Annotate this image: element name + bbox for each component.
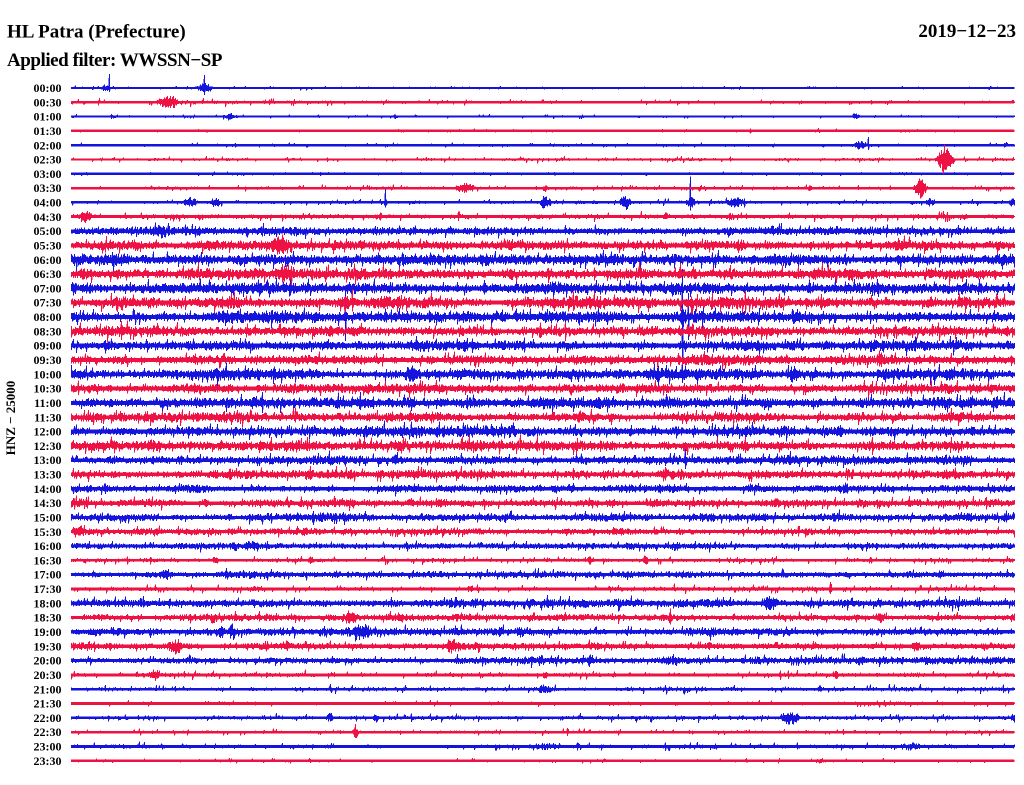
svg-text:02:30: 02:30 <box>34 153 62 167</box>
svg-text:05:30: 05:30 <box>34 239 62 253</box>
svg-text:09:30: 09:30 <box>34 353 62 367</box>
svg-text:03:00: 03:00 <box>34 167 62 181</box>
svg-text:23:00: 23:00 <box>34 740 62 754</box>
svg-text:04:30: 04:30 <box>34 210 62 224</box>
svg-text:22:30: 22:30 <box>34 725 62 739</box>
svg-text:Applied filter: WWSSN−SP: Applied filter: WWSSN−SP <box>7 50 223 71</box>
svg-text:00:00: 00:00 <box>34 81 62 95</box>
svg-text:21:30: 21:30 <box>34 697 62 711</box>
svg-text:22:00: 22:00 <box>34 711 62 725</box>
svg-text:05:00: 05:00 <box>34 224 62 238</box>
svg-text:18:00: 18:00 <box>34 596 62 610</box>
svg-text:HNZ − 25000: HNZ − 25000 <box>3 381 18 456</box>
svg-text:16:30: 16:30 <box>34 553 62 567</box>
svg-text:09:00: 09:00 <box>34 339 62 353</box>
svg-text:12:30: 12:30 <box>34 439 62 453</box>
svg-text:08:00: 08:00 <box>34 310 62 324</box>
svg-text:12:00: 12:00 <box>34 425 62 439</box>
svg-text:06:00: 06:00 <box>34 253 62 267</box>
svg-text:07:30: 07:30 <box>34 296 62 310</box>
svg-text:03:30: 03:30 <box>34 181 62 195</box>
svg-text:15:30: 15:30 <box>34 525 62 539</box>
svg-text:13:30: 13:30 <box>34 468 62 482</box>
svg-text:18:30: 18:30 <box>34 611 62 625</box>
svg-text:16:00: 16:00 <box>34 539 62 553</box>
svg-text:11:30: 11:30 <box>34 410 61 424</box>
svg-text:21:00: 21:00 <box>34 682 62 696</box>
svg-text:2019−12−23: 2019−12−23 <box>918 21 1016 42</box>
svg-text:17:30: 17:30 <box>34 582 62 596</box>
svg-text:11:00: 11:00 <box>34 396 61 410</box>
svg-text:20:00: 20:00 <box>34 654 62 668</box>
svg-text:00:30: 00:30 <box>34 95 62 109</box>
svg-text:07:00: 07:00 <box>34 281 62 295</box>
svg-text:14:00: 14:00 <box>34 482 62 496</box>
svg-text:10:30: 10:30 <box>34 382 62 396</box>
svg-text:19:00: 19:00 <box>34 625 62 639</box>
svg-text:01:00: 01:00 <box>34 110 62 124</box>
svg-text:HL Patra (Prefecture): HL Patra (Prefecture) <box>7 22 186 43</box>
svg-text:15:00: 15:00 <box>34 511 62 525</box>
svg-text:23:30: 23:30 <box>34 754 62 768</box>
svg-text:01:30: 01:30 <box>34 124 62 138</box>
svg-text:08:30: 08:30 <box>34 324 62 338</box>
svg-text:14:30: 14:30 <box>34 496 62 510</box>
svg-text:06:30: 06:30 <box>34 267 62 281</box>
svg-text:13:00: 13:00 <box>34 453 62 467</box>
svg-text:20:30: 20:30 <box>34 668 62 682</box>
svg-text:02:00: 02:00 <box>34 138 62 152</box>
svg-text:04:00: 04:00 <box>34 196 62 210</box>
svg-text:10:00: 10:00 <box>34 367 62 381</box>
svg-text:19:30: 19:30 <box>34 639 62 653</box>
svg-text:17:00: 17:00 <box>34 568 62 582</box>
